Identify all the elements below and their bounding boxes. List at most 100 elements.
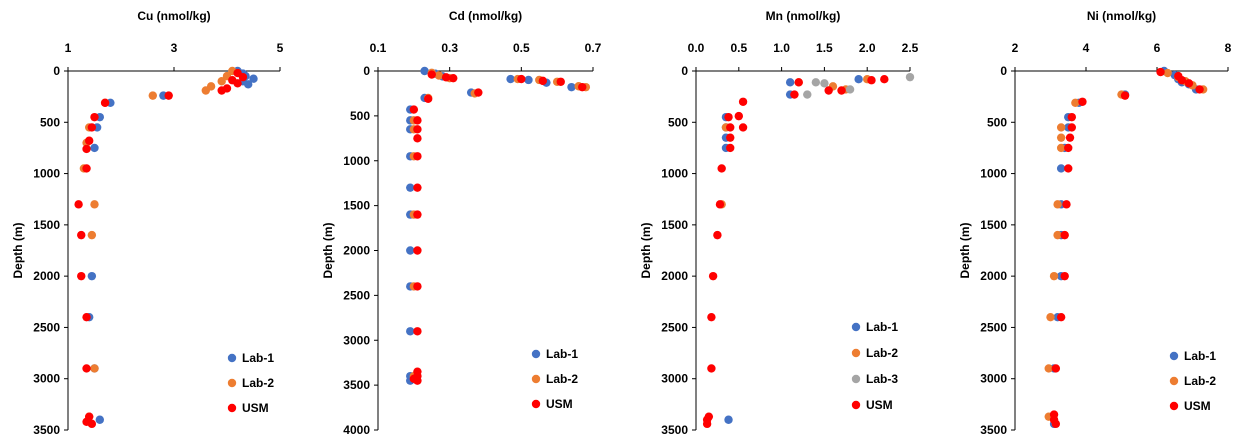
data-point: [148, 91, 157, 100]
data-point: [413, 327, 422, 336]
data-point: [406, 246, 415, 255]
y-tick-label: 1500: [980, 218, 1007, 232]
data-point: [413, 116, 422, 125]
data-point: [506, 74, 515, 84]
data-point: [1177, 76, 1187, 85]
data-point: [90, 112, 99, 122]
legend-marker: [851, 348, 861, 358]
x-tick-label: 0.7: [585, 41, 602, 55]
data-point: [1053, 230, 1062, 240]
chart-panel-2: Cd (nmol/kg) Depth (m) 0.1 0.3 0.5 0.7 0 500 100…: [321, 9, 602, 437]
y-tick-label: 2500: [661, 320, 688, 334]
data-point: [217, 86, 226, 95]
data-point: [811, 78, 821, 87]
data-point: [1056, 133, 1066, 142]
data-point: [413, 246, 422, 255]
legend-label: USM: [1184, 399, 1211, 413]
data-point: [90, 200, 99, 209]
data-point: [715, 200, 725, 209]
legend-marker: [851, 374, 861, 384]
data-point: [854, 75, 863, 84]
data-point: [717, 164, 726, 173]
data-point: [1071, 98, 1080, 107]
data-point: [707, 312, 716, 322]
legend-label: Lab-1: [1184, 349, 1216, 363]
y-tick-label: 1000: [33, 167, 60, 181]
y-tick-label: 1000: [980, 167, 1007, 181]
data-point: [1051, 419, 1061, 429]
x-tick-label: 1.5: [816, 41, 833, 55]
data-point: [556, 77, 565, 86]
y-tick-label: 3500: [343, 378, 370, 392]
legend-marker: [851, 322, 861, 332]
series-usm: [409, 70, 587, 385]
y-tick-label: 3000: [980, 372, 1007, 386]
data-point: [905, 72, 915, 82]
data-point: [1060, 230, 1069, 240]
data-point: [82, 364, 91, 373]
data-point: [95, 415, 105, 424]
data-point: [406, 327, 415, 336]
legend-marker: [227, 403, 237, 413]
y-tick-label: 3500: [980, 423, 1007, 437]
y-tick-label: 2500: [343, 288, 370, 302]
data-point: [724, 112, 733, 122]
y-tick-label: 1500: [661, 218, 688, 232]
data-point: [74, 200, 83, 209]
data-point: [702, 419, 712, 429]
legend-marker: [1169, 401, 1179, 411]
data-point: [726, 133, 735, 142]
data-point: [837, 86, 846, 95]
data-point: [1163, 68, 1172, 78]
data-point: [1064, 164, 1073, 173]
data-point: [1049, 271, 1059, 281]
legend-label: USM: [546, 397, 573, 411]
data-point: [785, 78, 795, 87]
series-usm: [702, 75, 889, 429]
data-point: [441, 73, 451, 82]
series-usm: [74, 68, 248, 429]
data-point: [1184, 79, 1194, 88]
y-tick-label: 500: [668, 115, 688, 129]
x-tick-label: 1.0: [773, 41, 790, 55]
legend-label: Lab-1: [866, 320, 898, 334]
series-lab-3: [803, 72, 915, 99]
data-point: [1060, 271, 1069, 281]
y-tick-label: 1000: [343, 154, 370, 168]
data-point: [538, 76, 548, 86]
y-axis-label: Depth (m): [321, 223, 335, 279]
data-point: [238, 72, 248, 82]
data-point: [85, 136, 94, 145]
y-tick-label: 2000: [33, 269, 60, 283]
chart-title: Cu (nmol/kg): [137, 9, 210, 23]
chart-panel-3: Mn (nmol/kg) Depth (m) 0.0 0.5 1.0 1.5 2.0 2.5 0…: [639, 9, 919, 437]
data-point: [413, 183, 422, 192]
data-point: [1065, 133, 1075, 142]
legend-label: Lab-2: [546, 372, 578, 386]
data-point: [794, 78, 803, 87]
legend-marker: [1169, 376, 1179, 386]
data-point: [82, 144, 91, 154]
y-tick-label: 2000: [343, 244, 370, 258]
legend-label: USM: [866, 398, 893, 412]
data-point: [724, 415, 733, 424]
x-tick-label: 8: [1225, 41, 1232, 55]
x-tick-label: 0.5: [513, 41, 530, 55]
data-point: [423, 94, 433, 104]
y-axis-label: Depth (m): [11, 223, 25, 279]
data-point: [1056, 164, 1066, 173]
y-tick-label: 2000: [980, 269, 1007, 283]
x-tick-label: 3: [171, 41, 178, 55]
data-point: [244, 80, 253, 89]
data-point: [708, 271, 718, 281]
series-lab-1: [406, 66, 576, 385]
chart-panel-4: Ni (nmol/kg) Depth (m) 2 4 6 8 0 500 1000 1500 200…: [958, 9, 1232, 437]
x-tick-label: 2.0: [859, 41, 876, 55]
data-point: [880, 75, 889, 84]
data-point: [707, 364, 716, 373]
y-tick-label: 0: [363, 64, 370, 78]
data-point: [824, 86, 833, 95]
data-point: [1056, 143, 1066, 153]
y-tick-label: 3000: [661, 372, 688, 386]
